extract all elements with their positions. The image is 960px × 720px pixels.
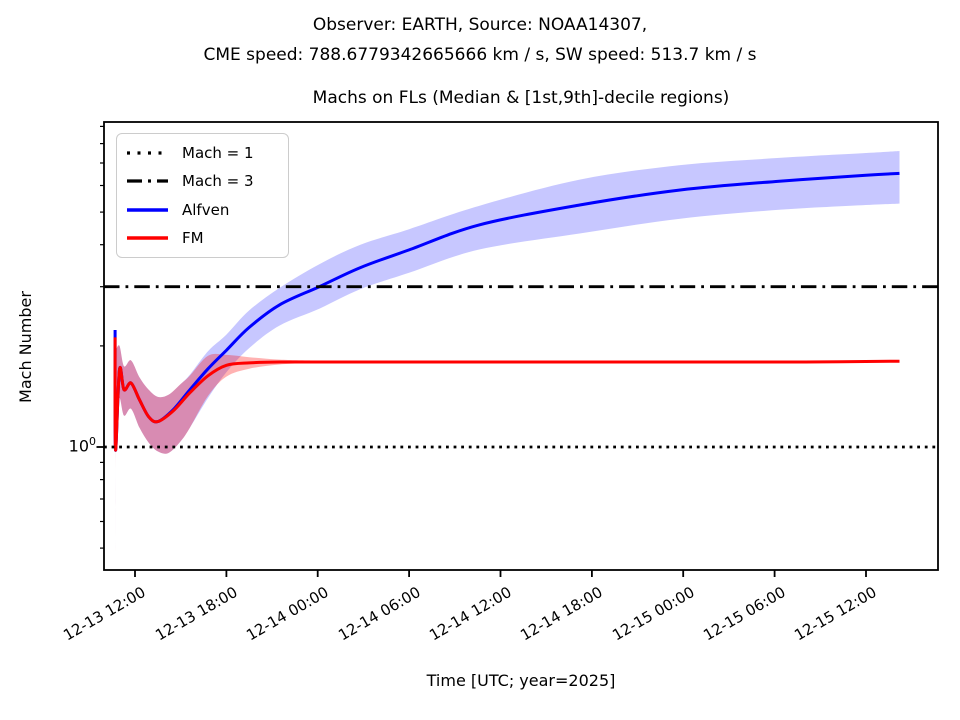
legend-entry-fm: FM (125, 224, 280, 252)
legend-label: FM (182, 228, 204, 247)
solid-red-line-icon (127, 236, 168, 240)
x-axis-label: Time [UTC; year=2025] (426, 671, 616, 690)
legend-label: Mach = 1 (182, 144, 254, 163)
y-tick-label: 100 (69, 435, 96, 455)
legend: Mach = 1 Mach = 3 Alfven FM (116, 133, 289, 258)
dashdot-line-icon (127, 179, 168, 183)
legend-label: Mach = 3 (182, 172, 254, 191)
y-tick-base: 10 (68, 436, 89, 456)
y-tick-exponent: 0 (89, 435, 96, 448)
solid-blue-line-icon (127, 207, 168, 212)
suptitle-line1: Observer: EARTH, Source: NOAA14307, (312, 15, 648, 35)
suptitle-line2: CME speed: 788.6779342665666 km / s, SW … (203, 45, 757, 65)
fm-decile-band (115, 338, 311, 552)
legend-entry-mach3: Mach = 3 (125, 167, 280, 195)
legend-entry-alfven: Alfven (125, 196, 280, 224)
legend-label: Alfven (182, 200, 230, 219)
legend-entry-mach1: Mach = 1 (125, 139, 280, 167)
dotted-line-icon (127, 151, 168, 155)
alfven-decile-band (115, 151, 900, 549)
fm-median-line (113, 337, 900, 452)
axes-title: Machs on FLs (Median & [1st,9th]-decile … (312, 88, 730, 108)
